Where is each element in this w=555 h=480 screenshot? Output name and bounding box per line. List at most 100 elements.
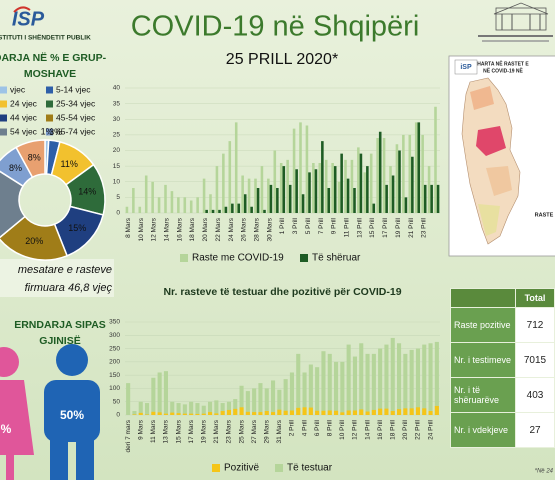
- bar: [436, 184, 440, 213]
- bar: [308, 172, 311, 213]
- bar: [276, 188, 279, 213]
- map-label: RASTE: [535, 212, 554, 218]
- bar: [164, 184, 167, 213]
- legend-swatch: [0, 86, 7, 94]
- bar: [302, 372, 307, 415]
- bar: [299, 122, 302, 213]
- bar: [302, 407, 307, 415]
- bar: [397, 343, 402, 415]
- bar: [170, 191, 174, 213]
- x-tick-label: 14 Mars: [164, 217, 171, 241]
- bar: [182, 413, 187, 415]
- y-tick-label: 150: [109, 372, 120, 379]
- legend-label: 5-14 vjec: [56, 84, 91, 94]
- ministry-logo: [478, 2, 553, 42]
- bar: [324, 159, 328, 213]
- y-tick-label: 30: [113, 116, 121, 123]
- bar: [321, 351, 326, 415]
- bar: [340, 361, 345, 415]
- bar: [391, 175, 395, 213]
- value-label: 11%: [60, 159, 77, 169]
- bar: [409, 408, 414, 415]
- legend-swatch: [46, 128, 53, 136]
- map-title: HARTA NË RASTET E: [477, 60, 529, 67]
- table-header: Total: [450, 288, 555, 308]
- bar: [202, 178, 206, 213]
- y-tick-label: 350: [109, 319, 120, 326]
- bar: [346, 344, 351, 415]
- legend-label: Raste me COVID-19: [192, 253, 284, 264]
- bar: [402, 134, 405, 213]
- legend-swatch: [275, 464, 283, 472]
- bar: [434, 341, 439, 415]
- bar: [422, 344, 427, 415]
- bar: [404, 197, 408, 213]
- x-tick-label: 22 Mars: [215, 217, 222, 241]
- bar: [350, 159, 354, 213]
- bar: [288, 184, 292, 213]
- bar: [344, 159, 347, 213]
- x-tick-label: 16 Prill: [377, 419, 384, 439]
- bar: [138, 412, 143, 415]
- x-tick-label: 11 Mars: [150, 419, 157, 443]
- bar: [144, 175, 148, 213]
- bar: [208, 412, 213, 415]
- x-tick-label: 10 Prill: [339, 419, 346, 439]
- bar: [157, 197, 161, 213]
- chart-title: MOSHAVE: [24, 68, 76, 80]
- x-tick-label: 8 Prill: [326, 419, 333, 436]
- average-text: firmuara 46,8 vjeç: [25, 282, 113, 294]
- x-tick-label: 10 Mars: [138, 217, 145, 241]
- bar: [247, 178, 251, 213]
- bar: [189, 413, 194, 415]
- bar: [346, 178, 350, 213]
- x-tick-label: 7 Prill: [318, 217, 325, 234]
- bar: [176, 403, 181, 415]
- bar: [286, 159, 289, 213]
- bar: [403, 408, 408, 415]
- bar: [209, 194, 212, 213]
- x-tick-label: 8 Mars: [125, 217, 132, 238]
- bar: [427, 166, 431, 213]
- x-tick-label: 29 Mars: [263, 419, 270, 443]
- bar: [365, 411, 370, 415]
- bar: [434, 405, 439, 415]
- bar: [231, 203, 234, 213]
- bar: [189, 200, 193, 213]
- row-value: 7015: [515, 342, 555, 378]
- x-tick-label: 27 Mars: [251, 419, 258, 443]
- value-label: 14%: [78, 186, 96, 196]
- x-tick-label: 11 Prill: [344, 217, 351, 237]
- bar: [132, 411, 137, 415]
- bar: [289, 372, 294, 415]
- legend-swatch: [212, 464, 220, 472]
- chart-title: DARJA NË % E GRUP-: [0, 51, 107, 64]
- bar: [384, 408, 389, 415]
- header-cell: [450, 288, 516, 308]
- bar: [271, 412, 276, 415]
- bar: [378, 131, 382, 213]
- x-tick-label: 19 Prill: [395, 217, 402, 237]
- table-row: Nr. i testimeve 7015: [450, 342, 555, 378]
- bar: [170, 412, 175, 415]
- bar: [359, 153, 363, 213]
- bar: [126, 383, 131, 415]
- bar: [226, 409, 231, 415]
- bar: [390, 411, 395, 415]
- logo: ISP: [12, 8, 45, 30]
- bar: [430, 184, 433, 213]
- x-tick-label: 24 Mars: [228, 217, 235, 241]
- bar: [222, 153, 225, 213]
- bar: [363, 172, 367, 213]
- bar: [237, 203, 241, 213]
- bar: [183, 197, 187, 213]
- bar: [214, 413, 219, 415]
- bar: [417, 122, 421, 213]
- bar: [125, 206, 129, 213]
- bar: [321, 410, 326, 415]
- bar: [312, 163, 315, 213]
- x-tick-label: 23 Mars: [226, 419, 233, 443]
- bar: [151, 377, 156, 415]
- table-row: Nr. i vdekjeve 27: [450, 412, 555, 448]
- bar: [395, 144, 399, 213]
